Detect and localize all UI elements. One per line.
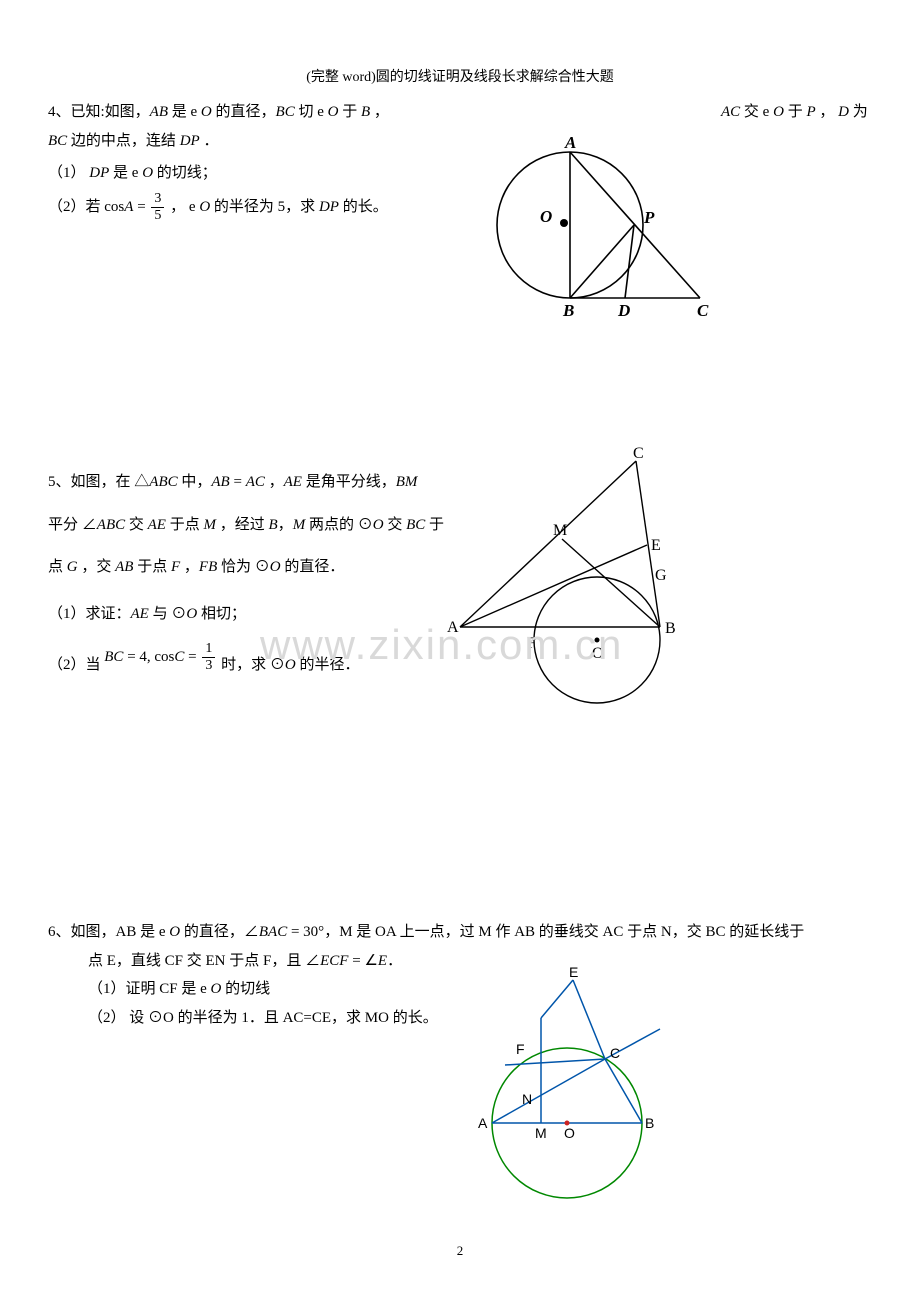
svg-text:B: B (645, 1115, 654, 1131)
svg-text:M: M (535, 1125, 547, 1141)
svg-text:C: C (610, 1045, 620, 1061)
svg-text:E: E (569, 964, 578, 980)
svg-text:F: F (516, 1041, 525, 1057)
svg-text:N: N (522, 1091, 532, 1107)
svg-text:O: O (564, 1125, 575, 1141)
p6-diagram: A B C E F N M O (0, 0, 920, 1260)
svg-text:A: A (478, 1115, 488, 1131)
